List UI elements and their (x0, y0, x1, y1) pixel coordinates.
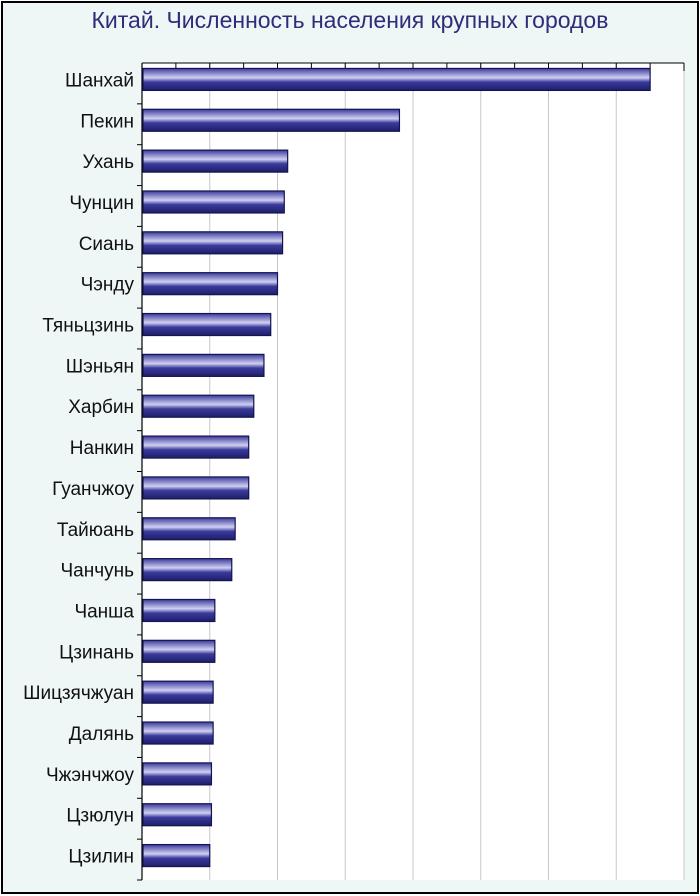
category-label: Чжэнчжоу (46, 765, 135, 786)
category-label: Чанша (74, 601, 134, 622)
bar (142, 843, 211, 868)
bar (142, 721, 214, 745)
category-label: Ухань (83, 152, 135, 173)
category-label: Пекин (80, 111, 134, 132)
bar-chart: Шанхай Пекин Ухань Чунцин Сиань Чэнду Тяньцзин… (23, 62, 685, 881)
bar (142, 108, 401, 132)
bar (142, 272, 279, 296)
chart-title: Китай. Численность населения крупных гор… (91, 7, 609, 33)
category-label: Цзюлун (66, 806, 134, 827)
bar (142, 67, 651, 92)
category-label: Нанкин (70, 438, 134, 459)
bar (142, 476, 250, 500)
category-label: Сиань (79, 234, 134, 255)
bar (142, 435, 250, 459)
bar (142, 639, 216, 663)
category-label: Чэнду (81, 275, 135, 296)
category-label: Далянь (69, 724, 134, 745)
category-label: Цзинань (59, 642, 134, 663)
category-label: Тяньцзинь (42, 316, 134, 337)
category-label: Шицзячжуан (23, 683, 134, 704)
bar (142, 312, 272, 337)
bar (142, 558, 233, 582)
bar (142, 680, 214, 704)
bar (142, 517, 236, 541)
category-label: Чанчунь (60, 561, 134, 582)
bar (142, 598, 216, 623)
category-label: Харбин (68, 397, 134, 418)
bar (142, 149, 289, 173)
bar (142, 190, 285, 214)
category-label: Гуанчжоу (52, 479, 134, 500)
category-label: Цзилин (68, 847, 134, 868)
bar (142, 803, 213, 827)
bar (142, 231, 284, 255)
bar (142, 353, 265, 377)
category-label: Тайюань (57, 520, 134, 541)
bar (142, 394, 255, 418)
category-label: Шанхай (65, 70, 134, 91)
bar (142, 762, 213, 786)
category-label: Чунцин (69, 193, 134, 214)
category-label: Шэньян (66, 356, 134, 377)
